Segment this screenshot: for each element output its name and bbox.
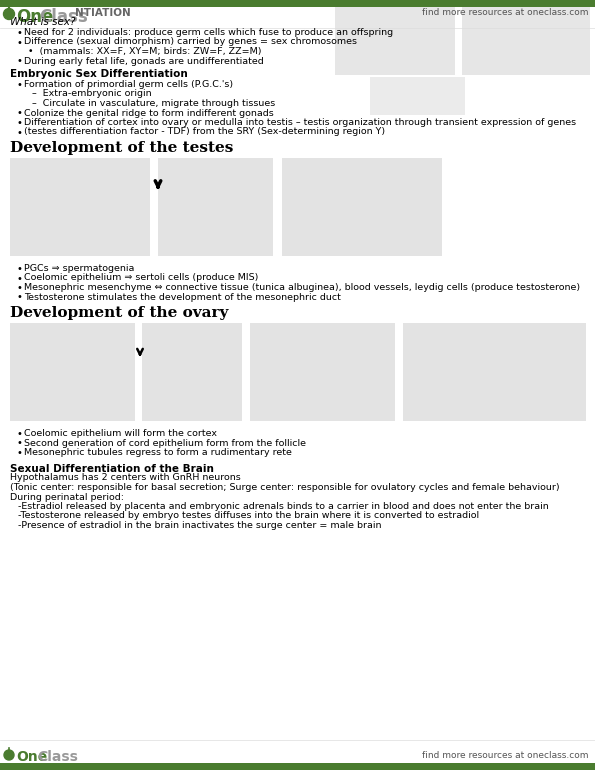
Text: Mesonephric mesenchyme ⇔ connective tissue (tunica albuginea), blood vessels, le: Mesonephric mesenchyme ⇔ connective tiss… xyxy=(24,283,580,292)
Text: Development of the ovary: Development of the ovary xyxy=(10,306,228,320)
Text: •: • xyxy=(16,118,22,128)
Text: During perinatal period:: During perinatal period: xyxy=(10,493,124,501)
Text: Mesonephric tubules regress to form a rudimentary rete: Mesonephric tubules regress to form a ru… xyxy=(24,448,292,457)
Circle shape xyxy=(4,750,14,760)
Text: •: • xyxy=(16,273,22,283)
Bar xyxy=(158,158,273,256)
Text: PGCs ⇒ spermatogenia: PGCs ⇒ spermatogenia xyxy=(24,264,134,273)
Text: -Estradiol released by placenta and embryonic adrenals binds to a carrier in blo: -Estradiol released by placenta and embr… xyxy=(18,502,549,511)
Text: •: • xyxy=(16,80,22,90)
Text: Embryonic Sex Differentiation: Embryonic Sex Differentiation xyxy=(10,69,188,79)
Text: Class: Class xyxy=(37,750,78,764)
Bar xyxy=(10,158,150,256)
Text: Need for 2 individuals: produce germ cells which fuse to produce an offspring: Need for 2 individuals: produce germ cel… xyxy=(24,28,393,37)
Text: •: • xyxy=(16,438,22,448)
Text: (testes differentiation factor - TDF) from the SRY (Sex-determining region Y): (testes differentiation factor - TDF) fr… xyxy=(24,128,385,136)
Text: •: • xyxy=(16,128,22,138)
Text: NTIATION: NTIATION xyxy=(75,8,131,18)
Text: Class: Class xyxy=(39,8,87,26)
Text: Testosterone stimulates the development of the mesonephric duct: Testosterone stimulates the development … xyxy=(24,293,341,302)
Text: find more resources at oneclass.com: find more resources at oneclass.com xyxy=(421,752,588,761)
Bar xyxy=(10,323,135,421)
Text: •: • xyxy=(16,429,22,439)
Text: •: • xyxy=(16,293,22,303)
Text: •: • xyxy=(16,56,22,66)
Text: •  (mammals: XX=F, XY=M; birds: ZW=F, ZZ=M): • (mammals: XX=F, XY=M; birds: ZW=F, ZZ=… xyxy=(28,47,261,56)
Bar xyxy=(0,0,595,7)
Text: Hypothalamus has 2 centers with GnRH neurons: Hypothalamus has 2 centers with GnRH neu… xyxy=(10,474,241,483)
Text: find more resources at oneclass.com: find more resources at oneclass.com xyxy=(421,8,588,17)
Text: (Tonic center: responsible for basal secretion; Surge center: responsible for ov: (Tonic center: responsible for basal sec… xyxy=(10,483,560,492)
Text: –  Circulate in vasculature, migrate through tissues: – Circulate in vasculature, migrate thro… xyxy=(32,99,275,108)
Text: -Presence of estradiol in the brain inactivates the surge center = male brain: -Presence of estradiol in the brain inac… xyxy=(18,521,381,530)
Text: Second generation of cord epithelium form from the follicle: Second generation of cord epithelium for… xyxy=(24,438,306,447)
Bar xyxy=(142,323,242,421)
Text: •: • xyxy=(16,38,22,48)
Text: –  Extra-embryonic origin: – Extra-embryonic origin xyxy=(32,89,152,99)
Text: Sexual Differentiation of the Brain: Sexual Differentiation of the Brain xyxy=(10,464,214,474)
Text: Coelomic epithelium will form the cortex: Coelomic epithelium will form the cortex xyxy=(24,429,217,438)
Bar xyxy=(250,323,395,421)
Text: •: • xyxy=(16,109,22,119)
Text: -Testosterone released by embryo testes diffuses into the brain where it is conv: -Testosterone released by embryo testes … xyxy=(18,511,479,521)
Text: Differentiation of cortex into ovary or medulla into testis – testis organizatio: Differentiation of cortex into ovary or … xyxy=(24,118,576,127)
Text: •: • xyxy=(16,264,22,274)
Bar xyxy=(335,7,455,75)
Text: Formation of primordial germ cells (P.G.C.'s): Formation of primordial germ cells (P.G.… xyxy=(24,80,233,89)
Bar xyxy=(462,7,590,75)
Text: During early fetal life, gonads are undifferentiated: During early fetal life, gonads are undi… xyxy=(24,56,264,65)
Text: One: One xyxy=(16,8,54,26)
Text: Colonize the genital ridge to form indifferent gonads: Colonize the genital ridge to form indif… xyxy=(24,109,274,118)
Text: Development of the testes: Development of the testes xyxy=(10,141,233,155)
Bar xyxy=(403,323,586,421)
Text: One: One xyxy=(16,750,47,764)
Text: •: • xyxy=(16,448,22,458)
Text: •: • xyxy=(16,283,22,293)
Bar xyxy=(282,158,442,256)
Text: What is sex?: What is sex? xyxy=(10,17,76,27)
Bar xyxy=(370,77,465,115)
Text: Difference (sexual dimorphism) carried by genes = sex chromosomes: Difference (sexual dimorphism) carried b… xyxy=(24,38,357,46)
Text: Coelomic epithelium ⇒ sertoli cells (produce MIS): Coelomic epithelium ⇒ sertoli cells (pro… xyxy=(24,273,258,283)
Circle shape xyxy=(4,8,14,19)
Text: •: • xyxy=(16,28,22,38)
Bar xyxy=(0,763,595,770)
